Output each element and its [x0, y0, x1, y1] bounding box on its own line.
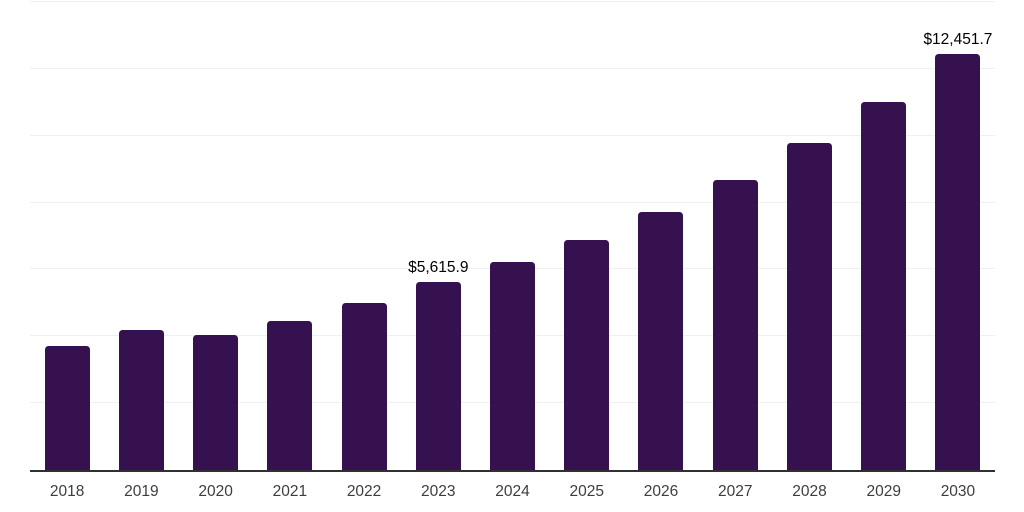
- bar-2021: [267, 320, 313, 470]
- x-tick-label-2025: 2025: [569, 483, 604, 500]
- gridline-12000: [30, 67, 995, 69]
- bar-slot-2024: [475, 0, 549, 470]
- bar-slot-2022: [327, 0, 401, 470]
- bar-slot-2030: $12,451.7: [921, 0, 995, 470]
- plot-area: $5,615.9 $12,451.7: [30, 0, 995, 472]
- bar-slot-2018: [30, 0, 104, 470]
- bar-slot-2019: [104, 0, 178, 470]
- x-tick-label-2028: 2028: [792, 483, 827, 500]
- bar-2027: [712, 179, 758, 470]
- bar-slot-2026: [624, 0, 698, 470]
- bar-slot-2028: [772, 0, 846, 470]
- x-axis-line: [30, 470, 995, 472]
- data-label-2023: $5,615.9: [408, 259, 469, 277]
- bar-2028: [786, 143, 832, 470]
- x-tick-label-2026: 2026: [643, 483, 679, 500]
- bar-2026: [638, 211, 684, 470]
- bar-slot-2020: [178, 0, 252, 470]
- bars-layer: $5,615.9 $12,451.7: [30, 0, 995, 470]
- bar-2019: [118, 330, 164, 470]
- bar-2030: [935, 53, 981, 470]
- x-tick-label-2027: 2027: [717, 483, 753, 500]
- x-tick-label-2020: 2020: [198, 483, 233, 500]
- x-tick-label-2029: 2029: [866, 483, 901, 500]
- x-tick-label-2022: 2022: [346, 483, 382, 500]
- bar-2025: [564, 239, 610, 470]
- bar-slot-2021: [253, 0, 327, 470]
- bar-slot-2029: [847, 0, 921, 470]
- x-tick-label-2023: 2023: [421, 483, 456, 500]
- bar-2018: [44, 345, 90, 470]
- bar-2024: [490, 262, 536, 470]
- x-tick-label-2021: 2021: [272, 483, 308, 500]
- bar-2022: [341, 302, 387, 470]
- x-tick-label-2030: 2030: [940, 483, 976, 500]
- x-tick-label-2019: 2019: [124, 483, 159, 500]
- gridline-14000: [30, 1, 995, 2]
- x-axis-labels: 2018 2019 2020 2021 2022 2023 2024 2025 2026 2027…: [30, 482, 995, 502]
- bar-2023: [415, 282, 461, 470]
- bar-2020: [193, 334, 239, 470]
- bar-slot-2025: [550, 0, 624, 470]
- gridline-8000: [30, 201, 995, 203]
- bar-slot-2023: $5,615.9: [401, 0, 475, 470]
- bar-slot-2027: [698, 0, 772, 470]
- x-tick-label-2018: 2018: [49, 483, 85, 500]
- bar-2029: [861, 102, 907, 470]
- data-label-2030: $12,451.7: [923, 30, 993, 48]
- gridline-10000: [30, 134, 995, 136]
- x-tick-label-2024: 2024: [495, 483, 530, 500]
